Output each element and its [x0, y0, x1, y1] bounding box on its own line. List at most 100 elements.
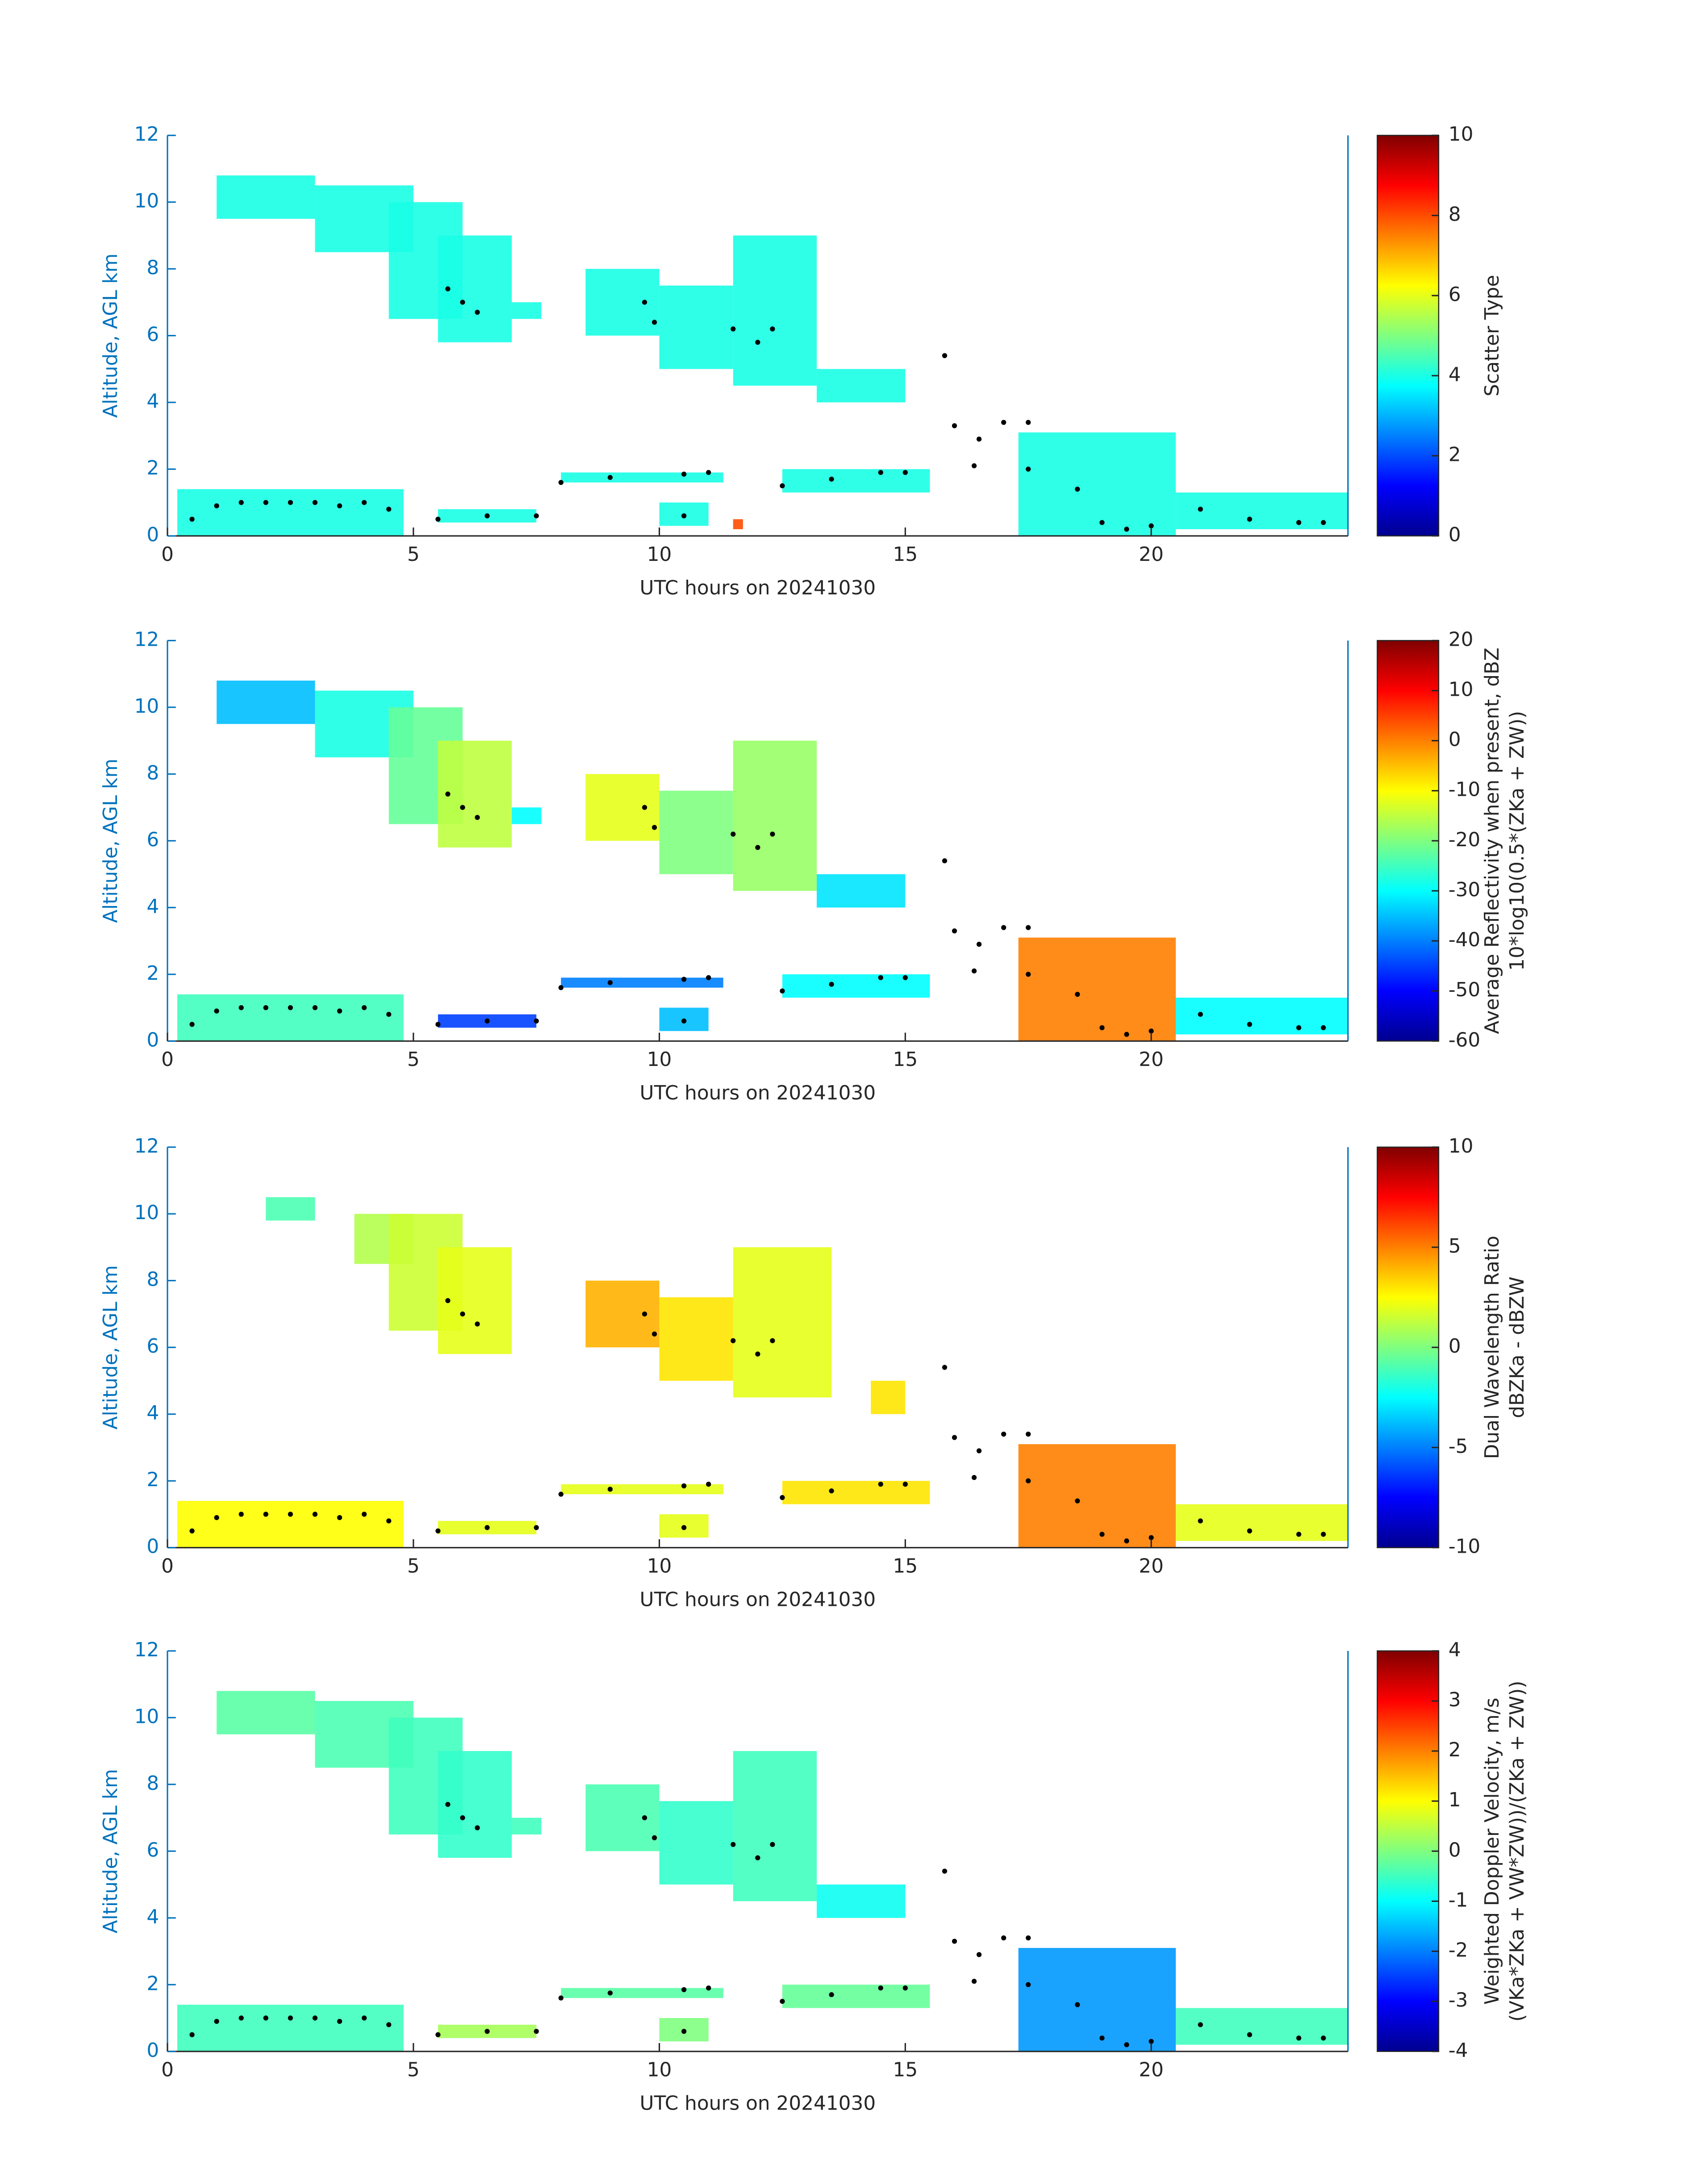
x-tick-label: 20 — [1139, 543, 1164, 566]
cloud-point — [942, 1868, 948, 1874]
cloud-point — [971, 1475, 977, 1480]
cloud-point — [1321, 1025, 1326, 1030]
radar-cell — [561, 978, 723, 988]
cloud-point — [1198, 1518, 1203, 1524]
y-tick-label: 6 — [146, 828, 159, 851]
cloud-point — [1001, 420, 1006, 425]
cloud-point — [942, 353, 948, 359]
cloud-point — [971, 968, 977, 974]
x-tick-label: 15 — [893, 2058, 918, 2081]
cloud-point — [1075, 486, 1080, 492]
cloud-point — [312, 2015, 318, 2021]
colorbar-tick-label: -4 — [1449, 2039, 1468, 2062]
cloud-point — [189, 1022, 195, 1027]
cloud-point — [1296, 2035, 1302, 2041]
cloud-point — [1026, 1982, 1031, 1987]
cloud-point — [312, 1005, 318, 1011]
colorbar-label: Dual Wavelength Ratio — [1481, 1236, 1503, 1459]
cloud-point — [1124, 2042, 1129, 2047]
cloud-point — [642, 1311, 647, 1317]
cloud-point — [1321, 2035, 1326, 2041]
x-tick-label: 5 — [407, 2058, 420, 2081]
cloud-point — [386, 1011, 392, 1017]
cloud-point — [651, 320, 657, 325]
cloud-point — [1247, 2032, 1253, 2038]
radar-cell — [177, 2005, 404, 2052]
radar-cell — [733, 235, 817, 386]
x-tick-label: 5 — [407, 543, 420, 566]
y-axis-label: Altitude, AGL km — [99, 1265, 122, 1429]
cloud-point — [976, 1448, 982, 1454]
cloud-point — [558, 1995, 564, 2001]
colorbar-tick-label: 2 — [1449, 443, 1461, 466]
cloud-point — [681, 513, 687, 518]
cloud-point — [952, 423, 957, 428]
colorbar-tick-label: -30 — [1449, 878, 1480, 901]
cloud-point — [460, 1815, 465, 1821]
cloud-point — [1296, 520, 1302, 525]
cloud-point — [214, 2018, 219, 2024]
x-tick-label: 5 — [407, 1048, 420, 1071]
colorbar — [1377, 134, 1440, 537]
x-tick-label: 5 — [407, 1554, 420, 1577]
cloud-point — [435, 1528, 441, 1534]
radar-cell — [177, 489, 404, 536]
cloud-point — [1198, 1011, 1203, 1017]
y-tick-label: 10 — [134, 190, 159, 213]
radar-cell — [733, 740, 817, 891]
cloud-point — [386, 2022, 392, 2027]
cloud-point — [1198, 2022, 1203, 2027]
y-tick-label: 2 — [146, 457, 159, 480]
cloud-point — [681, 1525, 687, 1530]
cloud-point — [386, 506, 392, 512]
cloud-point — [288, 1512, 293, 1517]
cloud-point — [1026, 972, 1031, 977]
cloud-point — [1247, 1022, 1253, 1027]
colorbar-label: Weighted Doppler Velocity, m/s — [1481, 1698, 1503, 2005]
cloud-point — [1124, 1032, 1129, 1037]
cloud-point — [1075, 1498, 1080, 1504]
x-tick-label: 0 — [161, 2058, 174, 2081]
cloud-point — [214, 1515, 219, 1520]
cloud-point — [607, 1990, 613, 1996]
cloud-point — [607, 475, 613, 480]
cloud-point — [971, 1979, 977, 1984]
y-tick-label: 12 — [134, 123, 159, 146]
cloud-point — [1296, 1025, 1302, 1030]
cloud-point — [1001, 1935, 1006, 1941]
cloud-point — [976, 941, 982, 947]
cloud-point — [214, 503, 219, 509]
cloud-point — [651, 1835, 657, 1841]
x-tick-label: 15 — [893, 543, 918, 566]
radar-cell — [1018, 432, 1176, 536]
colorbar-label: Average Reflectivity when present, dBZ — [1481, 648, 1503, 1034]
radar-cell — [659, 285, 733, 369]
cloud-point — [1026, 420, 1031, 425]
y-tick-label: 10 — [134, 1201, 159, 1224]
radar-cell — [817, 369, 906, 403]
colorbar-tick-label: 20 — [1449, 628, 1474, 651]
cloud-point — [780, 1495, 785, 1500]
colorbar-tick-label: -2 — [1449, 1939, 1468, 1962]
cloud-point — [475, 1321, 480, 1327]
radar-cell — [177, 994, 404, 1041]
cloud-point — [878, 1481, 883, 1487]
cloud-point — [362, 2015, 367, 2021]
cloud-point — [445, 286, 451, 292]
cloud-point — [475, 1825, 480, 1830]
radar-cell — [733, 1247, 832, 1398]
cloud-point — [1321, 1532, 1326, 1537]
cloud-point — [445, 1802, 451, 1807]
cloud-point — [942, 1365, 948, 1370]
cloud-point — [706, 975, 711, 980]
colorbar-tick-label: 0 — [1449, 1335, 1461, 1358]
x-tick-label: 10 — [647, 543, 672, 566]
x-tick-label: 20 — [1139, 1554, 1164, 1577]
radar-cell — [733, 519, 743, 530]
colorbar — [1377, 1650, 1440, 2052]
cloud-point — [651, 825, 657, 830]
x-tick-label: 15 — [893, 1048, 918, 1071]
colorbar-tick-label: 0 — [1449, 523, 1461, 546]
cloud-point — [214, 1008, 219, 1014]
x-tick-label: 10 — [647, 1554, 672, 1577]
